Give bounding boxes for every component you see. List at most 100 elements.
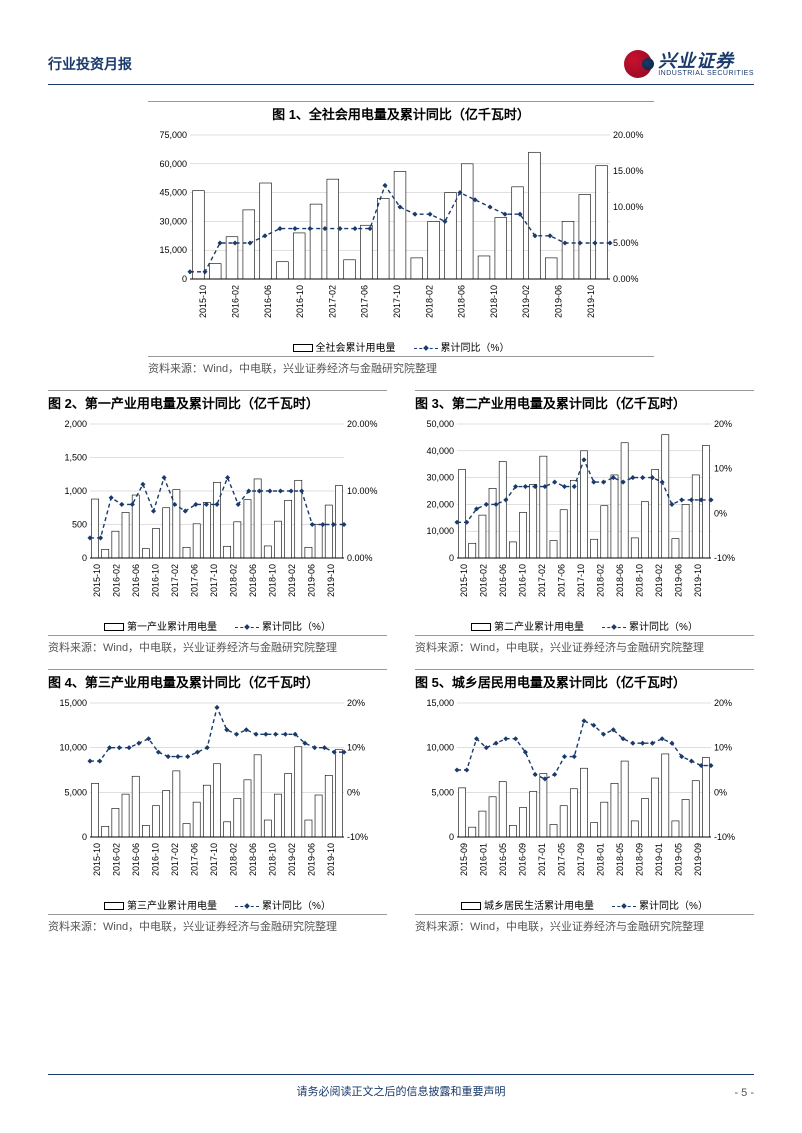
legend-bar-label: 第一产业累计用电量 xyxy=(127,622,217,633)
svg-text:2015-10: 2015-10 xyxy=(92,843,102,876)
svg-text:2016-01: 2016-01 xyxy=(478,843,488,876)
logo-cn: 兴业证券 xyxy=(658,52,754,70)
svg-text:2017-10: 2017-10 xyxy=(209,564,219,597)
svg-text:0%: 0% xyxy=(714,787,727,797)
svg-text:2018-06: 2018-06 xyxy=(615,564,625,597)
svg-text:2018-02: 2018-02 xyxy=(596,564,606,597)
chart-1-legend: 全社会累计用电量 累计同比（%） xyxy=(148,339,654,354)
svg-text:2019-01: 2019-01 xyxy=(654,843,664,876)
svg-text:2018-02: 2018-02 xyxy=(229,843,239,876)
svg-text:1,000: 1,000 xyxy=(64,486,87,496)
chart-5-source: 资料来源：Wind，中电联，兴业证券经济与金融研究院整理 xyxy=(415,914,754,934)
chart-3-legend: 第二产业累计用电量 累计同比（%） xyxy=(415,618,754,633)
chart-3-source: 资料来源：Wind，中电联，兴业证券经济与金融研究院整理 xyxy=(415,635,754,655)
legend-line-label: 累计同比（%） xyxy=(639,901,708,912)
svg-text:2017-06: 2017-06 xyxy=(189,843,199,876)
svg-text:20%: 20% xyxy=(714,419,732,429)
chart-2-source: 资料来源：Wind，中电联，兴业证券经济与金融研究院整理 xyxy=(48,635,387,655)
svg-text:2017-02: 2017-02 xyxy=(537,564,547,597)
svg-text:2018-05: 2018-05 xyxy=(615,843,625,876)
svg-text:2015-10: 2015-10 xyxy=(198,285,208,318)
chart-5-legend: 城乡居民生活累计用电量 累计同比（%） xyxy=(415,897,754,912)
svg-text:2016-02: 2016-02 xyxy=(111,564,121,597)
svg-text:2019-02: 2019-02 xyxy=(654,564,664,597)
legend-line-label: 累计同比（%） xyxy=(629,622,698,633)
svg-text:20%: 20% xyxy=(347,698,365,708)
svg-text:2016-10: 2016-10 xyxy=(150,843,160,876)
svg-text:2018-10: 2018-10 xyxy=(268,564,278,597)
svg-text:2018-06: 2018-06 xyxy=(248,843,258,876)
svg-text:2018-10: 2018-10 xyxy=(268,843,278,876)
svg-text:2019-02: 2019-02 xyxy=(521,285,531,318)
svg-text:-10%: -10% xyxy=(347,832,368,842)
svg-text:2019-06: 2019-06 xyxy=(307,843,317,876)
svg-text:0: 0 xyxy=(82,553,87,563)
svg-text:0: 0 xyxy=(82,832,87,842)
svg-text:20.00%: 20.00% xyxy=(613,130,644,140)
svg-text:2017-01: 2017-01 xyxy=(537,843,547,876)
chart-5-title: 图 5、城乡居民用电量及累计同比（亿千瓦时） xyxy=(415,669,754,691)
svg-text:2016-10: 2016-10 xyxy=(295,285,305,318)
svg-text:2019-10: 2019-10 xyxy=(586,285,596,318)
report-type: 行业投资月报 xyxy=(48,54,132,74)
svg-text:2017-10: 2017-10 xyxy=(392,285,402,318)
svg-text:2018-02: 2018-02 xyxy=(424,285,434,318)
svg-text:2019-06: 2019-06 xyxy=(674,564,684,597)
svg-text:2016-06: 2016-06 xyxy=(263,285,273,318)
svg-text:2017-05: 2017-05 xyxy=(556,843,566,876)
svg-text:2016-06: 2016-06 xyxy=(131,843,141,876)
chart-4-legend: 第三产业累计用电量 累计同比（%） xyxy=(48,897,387,912)
svg-text:2018-06: 2018-06 xyxy=(457,285,467,318)
svg-text:20%: 20% xyxy=(714,698,732,708)
svg-text:2015-10: 2015-10 xyxy=(92,564,102,597)
svg-text:0: 0 xyxy=(182,274,187,284)
svg-text:1,500: 1,500 xyxy=(64,453,87,463)
chart-1-title: 图 1、全社会用电量及累计同比（亿千瓦时） xyxy=(148,104,654,123)
chart-1: 015,00030,00045,00060,00075,0000.00%5.00… xyxy=(148,127,654,354)
chart-5-block: 图 5、城乡居民用电量及累计同比（亿千瓦时） 05,00010,00015,00… xyxy=(415,669,754,934)
chart-2-block: 图 2、第一产业用电量及累计同比（亿千瓦时） 05001,0001,5002,0… xyxy=(48,390,387,655)
svg-text:-10%: -10% xyxy=(714,553,735,563)
svg-text:2016-05: 2016-05 xyxy=(498,843,508,876)
chart-4: 05,00010,00015,000-10%0%10%20%2015-10201… xyxy=(48,695,386,895)
page-header: 行业投资月报 兴业证券 INDUSTRIAL SECURITIES xyxy=(48,50,754,85)
svg-text:2019-02: 2019-02 xyxy=(287,843,297,876)
chart-3-title: 图 3、第二产业用电量及累计同比（亿千瓦时） xyxy=(415,390,754,412)
svg-text:2019-09: 2019-09 xyxy=(693,843,703,876)
svg-text:0: 0 xyxy=(449,553,454,563)
svg-text:-10%: -10% xyxy=(714,832,735,842)
svg-text:10,000: 10,000 xyxy=(426,743,454,753)
svg-text:500: 500 xyxy=(72,520,87,530)
svg-text:10%: 10% xyxy=(347,743,365,753)
chart-1-block: 图 1、全社会用电量及累计同比（亿千瓦时） 015,00030,00045,00… xyxy=(48,101,754,376)
svg-text:2017-02: 2017-02 xyxy=(170,843,180,876)
svg-text:10.00%: 10.00% xyxy=(613,202,644,212)
svg-text:2016-02: 2016-02 xyxy=(111,843,121,876)
svg-text:2018-06: 2018-06 xyxy=(248,564,258,597)
svg-text:2019-10: 2019-10 xyxy=(326,564,336,597)
chart-3: 010,00020,00030,00040,00050,000-10%0%10%… xyxy=(415,416,753,616)
svg-text:5.00%: 5.00% xyxy=(613,238,639,248)
svg-text:2019-10: 2019-10 xyxy=(693,564,703,597)
svg-text:60,000: 60,000 xyxy=(159,159,187,169)
svg-text:30,000: 30,000 xyxy=(159,216,187,226)
svg-text:2019-06: 2019-06 xyxy=(307,564,317,597)
svg-text:2017-06: 2017-06 xyxy=(556,564,566,597)
svg-text:2019-06: 2019-06 xyxy=(554,285,564,318)
svg-text:0.00%: 0.00% xyxy=(613,274,639,284)
svg-text:2017-02: 2017-02 xyxy=(170,564,180,597)
svg-text:2016-06: 2016-06 xyxy=(498,564,508,597)
svg-text:2018-10: 2018-10 xyxy=(489,285,499,318)
chart-2-legend: 第一产业累计用电量 累计同比（%） xyxy=(48,618,387,633)
svg-text:2018-09: 2018-09 xyxy=(635,843,645,876)
chart-1-source: 资料来源：Wind，中电联，兴业证券经济与金融研究院整理 xyxy=(148,356,654,376)
svg-text:2015-10: 2015-10 xyxy=(459,564,469,597)
svg-text:2017-02: 2017-02 xyxy=(327,285,337,318)
svg-text:2019-02: 2019-02 xyxy=(287,564,297,597)
svg-text:2016-02: 2016-02 xyxy=(230,285,240,318)
svg-text:30,000: 30,000 xyxy=(426,473,454,483)
svg-text:2019-10: 2019-10 xyxy=(326,843,336,876)
svg-text:2017-10: 2017-10 xyxy=(576,564,586,597)
chart-3-block: 图 3、第二产业用电量及累计同比（亿千瓦时） 010,00020,00030,0… xyxy=(415,390,754,655)
svg-text:20,000: 20,000 xyxy=(426,499,454,509)
